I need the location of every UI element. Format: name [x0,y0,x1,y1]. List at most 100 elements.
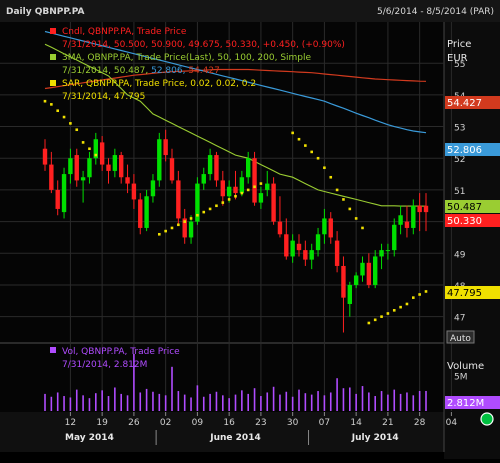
sar-dot [323,166,326,170]
candle-body [290,240,295,257]
month-label: July 2014 [351,433,399,443]
sar-badge [445,286,500,299]
ma50-badge [445,200,500,213]
candle-body [106,164,111,171]
day-tick-label: 26 [128,418,140,428]
day-tick-label: 19 [96,418,108,428]
volume-ticks: 5M [454,372,468,382]
candle-body [188,221,194,238]
sar-dot [354,217,358,220]
auto-button-frame[interactable] [446,330,475,344]
sar-dot [221,201,225,204]
ma50-badge-text: 50.487 [447,202,482,213]
sar-dot [56,109,59,113]
candle-body [379,250,384,257]
candle-body [55,189,60,209]
candle-body [423,205,429,213]
sar-dot [405,302,409,306]
sar-dot [189,217,193,220]
candle-body [315,234,321,251]
sar-dots [43,99,428,325]
candle-body [49,164,54,190]
day-tick-label: 16 [223,418,235,428]
value-badges: 54.427 52.806 50.487 50.330 47.795 2.812… [445,96,500,409]
ma50-line [44,43,427,207]
window-title: Daily QBNPP.PA [6,7,84,17]
sar-dot [234,194,237,198]
value-axis [444,22,500,459]
candle-body [214,155,219,181]
candle-body [309,250,314,260]
auto-scale-button[interactable]: Auto [446,330,475,344]
candle-body [284,234,289,257]
ma50-legend-value: 7/31/2014, 50.487, [62,66,148,76]
volume-badge [445,396,500,409]
candle-body [80,177,86,181]
candle-body [296,243,302,251]
candle-body [201,174,206,184]
close-badge [445,214,500,227]
candle-body [150,180,156,197]
sar-dot [412,296,415,299]
sar-badge-text: 47.795 [447,288,482,299]
candle-body [353,275,359,285]
ma100-legend-value: 52.806, [151,66,185,76]
candlesticks [42,129,429,333]
sar-dot [253,185,256,189]
sar-dot [227,198,231,201]
volume-badge-text: 2.812M [447,398,484,409]
candle-body [125,177,130,184]
sar-dot [329,175,333,179]
candle-body [131,183,137,200]
candle-body [360,262,365,276]
day-ticks: 12 19 26 02 09 16 23 30 07 14 21 28 04 [65,412,458,428]
sar-legend-values: 7/31/2014, 47.795 [62,92,145,102]
day-tick-label: 04 [446,418,458,428]
candle-body [176,180,181,219]
candle-body [347,284,352,304]
day-tick-label: 09 [192,418,204,428]
status-indicator-icon[interactable] [480,412,494,426]
ma100-badge [445,143,500,156]
time-axis [0,412,444,452]
day-tick-label: 23 [255,418,266,428]
candle-body [157,139,162,181]
ma200-badge [445,96,500,109]
sar-legend-title: SAR, QBNPP.PA, Trade Price, 0.02, 0.02, … [62,79,256,89]
day-tick-label: 07 [319,418,330,428]
candle-body [182,218,187,238]
grid-lines [0,22,452,411]
sar-dot [81,141,85,144]
ma-legend-swatch [50,54,56,60]
sar-dot [88,147,91,151]
sar-dot [43,99,47,103]
candle-body [61,174,67,213]
sar-dot [424,290,428,293]
candle-body [398,215,403,225]
price-tick-label: 53 [454,124,465,134]
ma100-line [44,30,427,134]
sar-dot [310,150,313,154]
sar-dot [50,103,53,106]
candle-body [265,183,270,190]
sar-dot [367,321,371,325]
candle-body [42,148,48,165]
sar-dot [196,213,199,217]
sar-dot [215,204,218,208]
price-axis-title: Price [447,39,471,50]
volume-axis-title: Volume [447,361,484,372]
candle-body [220,180,225,197]
sar-dot [208,207,212,211]
price-tick-label: 52 [454,155,465,165]
candle-body [341,265,346,298]
candle-body [328,218,333,238]
sar-dot [170,226,174,230]
day-tick-label: 12 [65,418,76,428]
candle-body [417,205,422,213]
price-axis-unit: EUR [447,53,468,64]
day-tick-label: 14 [350,418,362,428]
volume-bars [44,353,427,411]
auto-button-label[interactable]: Auto [450,334,471,344]
sar-dot [75,128,79,132]
